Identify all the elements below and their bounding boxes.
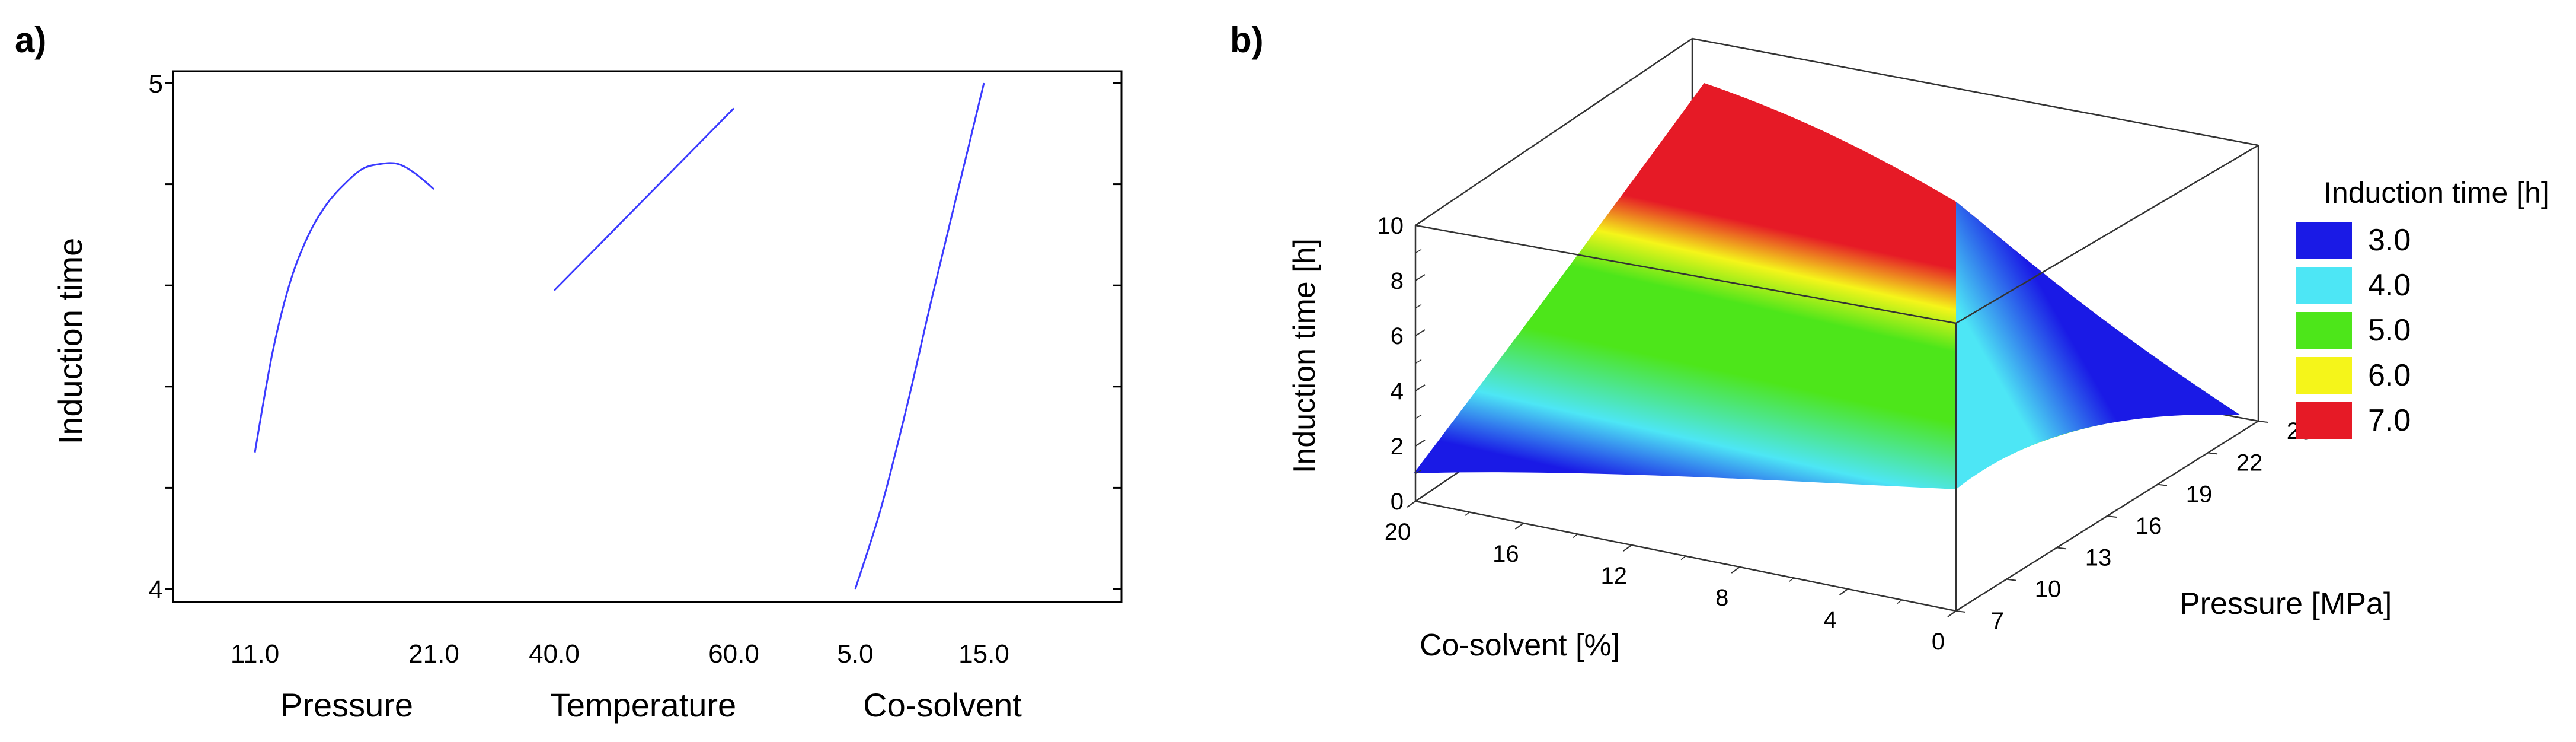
y-tick-label: 10 [2035, 577, 2062, 603]
panel-a-chart: 54 11.0 21.0 40.0 60.0 5.0 15.0 Pressure Tempe… [52, 69, 1123, 724]
z-tick-label: 0 [1391, 489, 1404, 515]
x-tick-label: 4 [1823, 607, 1836, 633]
x-tick [1947, 610, 1957, 617]
z-tick [1415, 440, 1426, 447]
z-tick [1415, 219, 1426, 226]
z-tick-label: 2 [1391, 434, 1404, 460]
x-tick-label: 16 [1492, 541, 1519, 567]
curve-temperature [553, 107, 735, 291]
y-axis: 54 [149, 69, 1121, 604]
legend-label: 6.0 [2368, 358, 2411, 393]
x-tick-label: 20 [1385, 519, 1411, 545]
curve-co-solvent [854, 82, 985, 590]
y-tick [1955, 610, 1966, 613]
z-tick-label: 8 [1391, 268, 1404, 294]
x-tick-label: 12 [1601, 563, 1628, 589]
x-tick-label: 5.0 [837, 639, 873, 668]
z-tick [1415, 384, 1426, 391]
y-tick-label: 22 [2236, 450, 2263, 476]
factor-label-pressure: Pressure [280, 686, 413, 724]
surface-side [1956, 202, 2241, 489]
z-tick [1415, 274, 1426, 281]
x-minor-tick [1680, 555, 1686, 561]
y-tick-label: 13 [2085, 544, 2112, 571]
x-tick-labels: 11.0 21.0 40.0 60.0 5.0 15.0 [231, 639, 1009, 668]
y-tick-label: 16 [2136, 513, 2162, 539]
z-minor-tick [1415, 249, 1422, 254]
z-tick-label: 4 [1391, 378, 1404, 405]
legend-swatch [2296, 312, 2352, 349]
z-axis-title: Induction time [h] [1287, 238, 1322, 473]
panel-a-label: a) [15, 20, 46, 60]
x-minor-tick [1573, 533, 1578, 539]
panel-b-label: b) [1230, 20, 1264, 60]
y-axis-title: Induction time [52, 238, 89, 445]
y-tick [2258, 421, 2268, 423]
x-tick-label: 21.0 [408, 639, 459, 668]
x-minor-tick [1897, 599, 1903, 604]
y-tick [2006, 578, 2016, 581]
y-tick [2157, 483, 2168, 486]
legend-label: 7.0 [2368, 403, 2411, 438]
x-tick-label: 40.0 [529, 639, 580, 668]
y-tick [2207, 452, 2218, 455]
x-minor-tick [1788, 577, 1794, 582]
y-tick-label: 5 [149, 69, 163, 98]
y-tick-label: 4 [149, 575, 163, 604]
x-tick [1731, 566, 1740, 574]
x-tick [1407, 501, 1416, 508]
x-minor-tick [1464, 511, 1470, 517]
x-tick-label: 60.0 [708, 639, 759, 668]
z-tick [1415, 495, 1426, 502]
z-tick [1415, 329, 1426, 336]
x-tick [1623, 544, 1632, 552]
y-tick-label: 7 [1991, 608, 2004, 634]
z-axis-ticks: 0 2 4 6 8 10 [1378, 213, 1426, 515]
legend: Induction time [h] 3.0 4.0 5.0 6.0 7.0 [2296, 176, 2549, 439]
z-minor-tick [1415, 304, 1422, 309]
y-tick [2056, 547, 2067, 550]
x-tick-label: 11.0 [231, 639, 279, 668]
legend-swatch [2296, 222, 2352, 259]
legend-entries: 3.0 4.0 5.0 6.0 7.0 [2296, 222, 2411, 439]
x-tick [1839, 588, 1849, 595]
factor-label-co-solvent: Co-solvent [863, 686, 1022, 724]
z-tick-label: 10 [1378, 213, 1404, 239]
pressure-axis-ticks: 7101316192225 [1955, 418, 2313, 634]
z-tick-label: 6 [1391, 323, 1404, 349]
legend-label: 3.0 [2368, 223, 2411, 257]
co-solvent-axis-ticks: 20 16 12 8 4 0 [1385, 501, 1957, 655]
legend-label: 4.0 [2368, 268, 2411, 302]
legend-swatch [2296, 402, 2352, 439]
surface-top [1414, 83, 2241, 489]
plot-frame [172, 70, 1123, 603]
legend-swatch [2296, 267, 2352, 304]
z-minor-tick [1415, 414, 1422, 419]
x-tick [1514, 523, 1524, 530]
curve-pressure [254, 162, 434, 453]
z-minor-tick [1415, 469, 1422, 475]
z-minor-tick [1415, 359, 1422, 364]
y-tick-label: 19 [2186, 482, 2213, 508]
legend-swatch [2296, 357, 2352, 394]
legend-label: 5.0 [2368, 313, 2411, 348]
y-tick [2107, 515, 2117, 518]
x-tick-label: 0 [1932, 629, 1945, 655]
factor-labels: Pressure Temperature Co-solvent [280, 686, 1022, 724]
legend-title: Induction time [h] [2323, 176, 2549, 209]
x-axis-title: Co-solvent [%] [1420, 628, 1620, 663]
x-tick-label: 15.0 [958, 639, 1009, 668]
curves [254, 82, 985, 590]
y-axis-title: Pressure [MPa] [2179, 587, 2392, 621]
x-tick-label: 8 [1715, 585, 1728, 611]
factor-label-temperature: Temperature [550, 686, 736, 724]
